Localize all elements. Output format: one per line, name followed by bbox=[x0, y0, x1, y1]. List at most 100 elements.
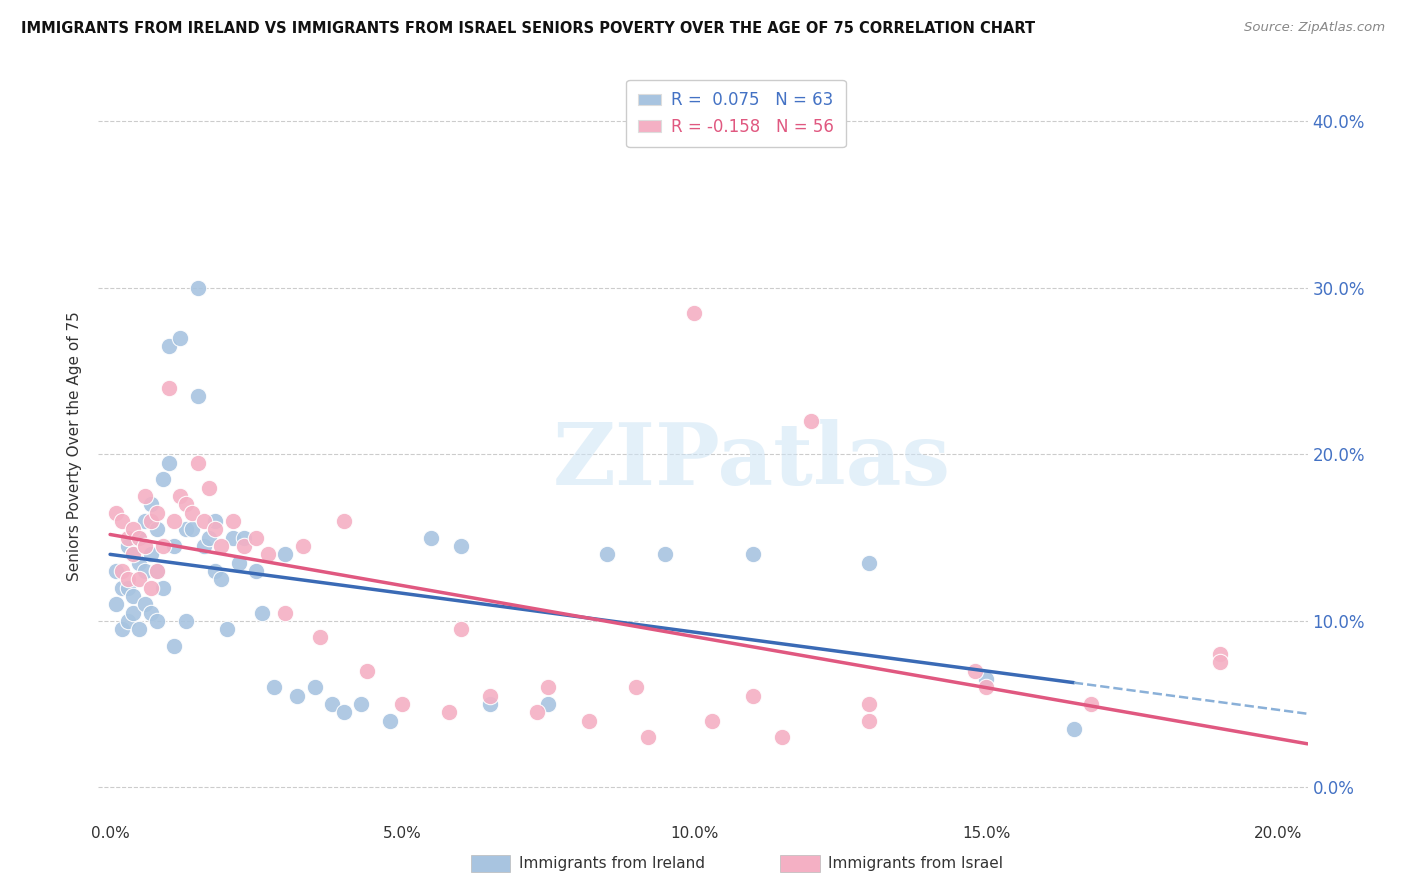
Point bbox=[163, 639, 186, 653]
Point bbox=[187, 456, 209, 470]
Point bbox=[245, 531, 267, 545]
Point bbox=[478, 697, 501, 711]
Point bbox=[233, 539, 256, 553]
Point bbox=[134, 564, 156, 578]
Point bbox=[263, 681, 285, 695]
Point bbox=[304, 681, 326, 695]
Point bbox=[800, 414, 823, 428]
Point bbox=[111, 564, 134, 578]
Point bbox=[450, 539, 472, 553]
Text: ZIPatlas: ZIPatlas bbox=[553, 419, 950, 503]
Point bbox=[139, 581, 162, 595]
Point bbox=[274, 547, 297, 561]
Point bbox=[1209, 656, 1232, 670]
Point bbox=[228, 556, 250, 570]
Point bbox=[595, 547, 617, 561]
Point bbox=[858, 697, 880, 711]
Point bbox=[537, 681, 560, 695]
Point bbox=[420, 531, 443, 545]
Point bbox=[204, 564, 226, 578]
Point bbox=[152, 581, 174, 595]
Point bbox=[332, 514, 354, 528]
Text: IMMIGRANTS FROM IRELAND VS IMMIGRANTS FROM ISRAEL SENIORS POVERTY OVER THE AGE O: IMMIGRANTS FROM IRELAND VS IMMIGRANTS FR… bbox=[21, 21, 1035, 36]
Point bbox=[180, 506, 202, 520]
Text: Source: ZipAtlas.com: Source: ZipAtlas.com bbox=[1244, 21, 1385, 34]
Point bbox=[122, 606, 145, 620]
Point bbox=[974, 681, 997, 695]
Point bbox=[437, 706, 460, 720]
Point bbox=[1063, 722, 1085, 736]
Point bbox=[963, 664, 986, 678]
Point bbox=[128, 572, 150, 586]
Point bbox=[321, 697, 343, 711]
Y-axis label: Seniors Poverty Over the Age of 75: Seniors Poverty Over the Age of 75 bbox=[67, 311, 83, 581]
Point bbox=[134, 514, 156, 528]
Point bbox=[134, 539, 156, 553]
Point bbox=[169, 489, 191, 503]
Point bbox=[245, 564, 267, 578]
Point bbox=[309, 631, 332, 645]
Point bbox=[128, 531, 150, 545]
Point bbox=[741, 547, 763, 561]
Point bbox=[209, 539, 232, 553]
Point bbox=[111, 622, 134, 636]
Point bbox=[250, 606, 273, 620]
Point bbox=[654, 547, 676, 561]
Point bbox=[152, 539, 174, 553]
Point bbox=[215, 622, 238, 636]
Point bbox=[122, 589, 145, 603]
Point bbox=[111, 514, 134, 528]
Point bbox=[157, 456, 180, 470]
Point bbox=[450, 622, 472, 636]
Point bbox=[204, 514, 226, 528]
Point bbox=[209, 572, 232, 586]
Point bbox=[122, 547, 145, 561]
Point bbox=[332, 706, 354, 720]
Point bbox=[117, 531, 139, 545]
Point bbox=[187, 281, 209, 295]
Point bbox=[104, 564, 127, 578]
Text: Immigrants from Ireland: Immigrants from Ireland bbox=[519, 856, 704, 871]
Point bbox=[117, 539, 139, 553]
Point bbox=[198, 531, 221, 545]
Point bbox=[146, 564, 169, 578]
Point bbox=[174, 614, 197, 628]
Point bbox=[157, 339, 180, 353]
Point bbox=[117, 614, 139, 628]
Point bbox=[233, 531, 256, 545]
Point bbox=[117, 581, 139, 595]
Point bbox=[146, 564, 169, 578]
Point bbox=[104, 506, 127, 520]
Point bbox=[741, 689, 763, 703]
Point bbox=[858, 714, 880, 728]
Point bbox=[128, 531, 150, 545]
Point bbox=[134, 597, 156, 611]
Point bbox=[174, 497, 197, 511]
Point bbox=[537, 697, 560, 711]
Point bbox=[104, 597, 127, 611]
Point bbox=[139, 606, 162, 620]
Point bbox=[180, 522, 202, 536]
Point bbox=[974, 672, 997, 686]
Text: Immigrants from Israel: Immigrants from Israel bbox=[828, 856, 1002, 871]
Point bbox=[139, 514, 162, 528]
Point bbox=[700, 714, 723, 728]
Point bbox=[128, 556, 150, 570]
Point bbox=[222, 514, 245, 528]
Point bbox=[478, 689, 501, 703]
Point bbox=[193, 514, 215, 528]
Point bbox=[204, 522, 226, 536]
Point bbox=[122, 522, 145, 536]
Point bbox=[146, 506, 169, 520]
Point bbox=[1209, 647, 1232, 661]
Point bbox=[174, 522, 197, 536]
Point bbox=[187, 389, 209, 403]
Legend: R =  0.075   N = 63, R = -0.158   N = 56: R = 0.075 N = 63, R = -0.158 N = 56 bbox=[626, 79, 846, 147]
Point bbox=[285, 689, 308, 703]
Point bbox=[193, 539, 215, 553]
Point bbox=[134, 489, 156, 503]
Point bbox=[222, 531, 245, 545]
Point bbox=[117, 572, 139, 586]
Point bbox=[274, 606, 297, 620]
Point bbox=[526, 706, 548, 720]
